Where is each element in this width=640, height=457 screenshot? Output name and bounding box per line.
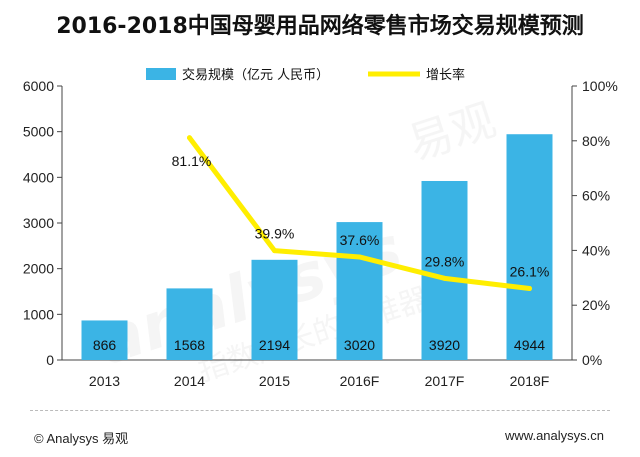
legend-line-label: 增长率: [426, 67, 465, 83]
left-axis-tick-label: 0: [46, 352, 54, 368]
bar-series: 866 1568 2194 3020 3920 4944: [81, 134, 553, 360]
bar: [81, 320, 128, 360]
left-axis-tick-label: 5000: [23, 124, 54, 140]
growth-data-label: 29.8%: [425, 253, 465, 269]
growth-point: [357, 254, 362, 260]
x-axis-tick-label: 2013: [89, 373, 120, 389]
x-axis-tick-label: 2016F: [340, 373, 380, 389]
bar-data-label: 4944: [514, 337, 545, 353]
bar-data-label: 3020: [344, 337, 375, 353]
growth-point: [272, 248, 277, 254]
x-axis-tick-label: 2018F: [510, 373, 550, 389]
bar-data-label: 1568: [174, 337, 205, 353]
right-axis-tick-label: 0%: [582, 352, 602, 368]
chart-title: 2016-2018中国母婴用品网络零售市场交易规模预测: [56, 14, 584, 39]
right-axis-tick-label: 20%: [582, 297, 610, 313]
footer-copyright: © Analysys 易观: [34, 431, 129, 446]
bar-data-label: 2194: [259, 337, 290, 353]
growth-point: [442, 275, 447, 281]
bar: [251, 259, 298, 360]
x-axis-tick-label: 2015: [259, 373, 290, 389]
legend-bar-label: 交易规模（亿元 人民币）: [182, 67, 329, 83]
footer-divider: [30, 410, 610, 411]
bar: [336, 222, 383, 360]
bar-data-label: 866: [93, 337, 117, 353]
legend-bar-swatch: [146, 68, 176, 80]
left-axis-tick-label: 2000: [23, 261, 54, 277]
footer-url[interactable]: www.analysys.cn: [505, 428, 604, 443]
axes: 0 1000 2000 3000 4000 5000 6000 0% 20% 40% 60% 80% 1…: [23, 78, 618, 389]
growth-data-label: 81.1%: [172, 153, 212, 169]
right-axis-tick-label: 80%: [582, 133, 610, 149]
bar: [506, 134, 553, 360]
line-series: 81.1% 39.9% 37.6% 29.8% 26.1%: [172, 135, 550, 291]
right-axis-tick-label: 40%: [582, 242, 610, 258]
growth-data-label: 39.9%: [255, 226, 295, 242]
bar-data-label: 3920: [429, 337, 460, 353]
growth-data-label: 37.6%: [340, 232, 380, 248]
watermark-text: 易观: [402, 94, 501, 170]
growth-point: [187, 135, 192, 141]
left-axis-tick-label: 4000: [23, 169, 54, 185]
legend: 交易规模（亿元 人民币） 增长率: [146, 67, 465, 83]
growth-point: [527, 285, 532, 291]
growth-data-label: 26.1%: [510, 263, 550, 279]
x-axis-tick-label: 2017F: [425, 373, 465, 389]
bar: [421, 180, 468, 360]
bar: [166, 288, 213, 360]
left-axis-tick-label: 6000: [23, 78, 54, 94]
right-axis-tick-label: 100%: [582, 78, 618, 94]
right-axis-tick-label: 60%: [582, 188, 610, 204]
x-axis-tick-label: 2014: [174, 373, 205, 389]
left-axis-tick-label: 1000: [23, 306, 54, 322]
left-axis-tick-label: 3000: [23, 215, 54, 231]
